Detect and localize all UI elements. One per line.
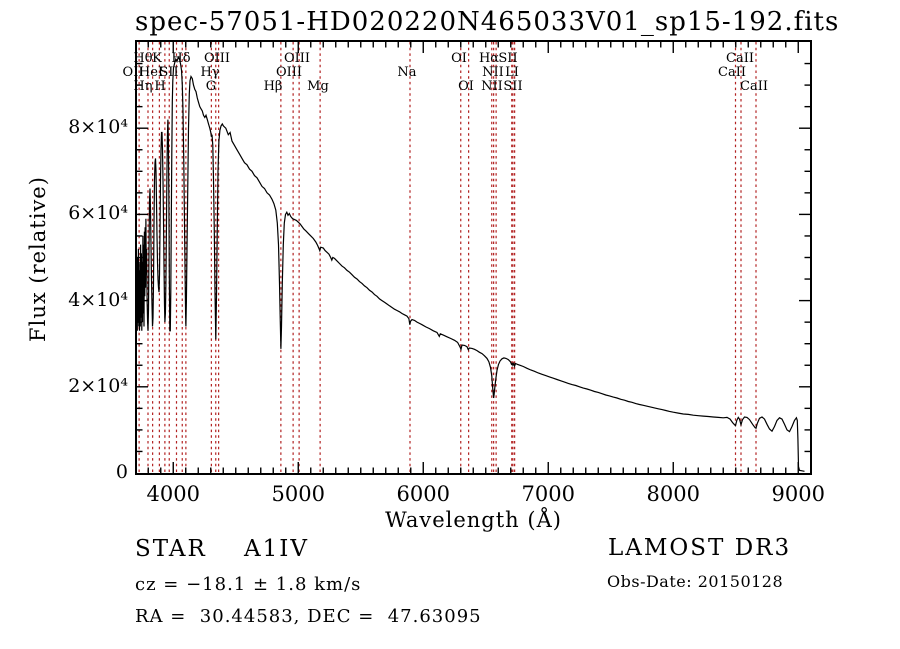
plot-area: Hθ K Hδ OIII OIII OI Hα SII CaII OII HeI SII Hγ OIII N… (123, 40, 812, 475)
ra-dec-text: RA = 30.44583, DEC = 47.63095 (135, 606, 482, 627)
spectral-line-labels: Hθ K Hδ OIII OIII OI Hα SII CaII OII HeI SII Hγ OIII N… (123, 42, 810, 473)
spectral-line-label: CaII (726, 51, 754, 66)
y-tick-label: 4×10⁴ (68, 288, 128, 311)
spectral-line-label: K (152, 51, 162, 66)
spectrum-layer (137, 42, 810, 473)
y-tick-label: 6×10⁴ (68, 202, 128, 225)
spectral-line-label: LI (505, 65, 519, 80)
y-tick-label: 2×10⁴ (68, 374, 128, 397)
spectrum-trace (137, 55, 805, 472)
classification-text: STAR A1IV (135, 536, 309, 562)
spectral-line-label: Hη (133, 79, 153, 94)
spectral-line-label: Na (397, 65, 417, 80)
x-tick-label: 4000 (146, 482, 200, 506)
line-marker-layer (138, 42, 757, 473)
spectral-line-label: OIII (283, 51, 311, 66)
spectral-line-label: Mg (307, 79, 329, 94)
spectral-line-label: NII (482, 65, 504, 80)
y-axis-title: Flux (relative) (26, 176, 50, 342)
spectral-line-label: Hθ (133, 51, 153, 66)
spectral-line-label: NII (481, 79, 503, 94)
spectral-line-label: OII (122, 65, 144, 80)
spectral-line-label: G (205, 79, 217, 94)
x-tick-label: 8000 (646, 482, 700, 506)
spectral-line-label: Hδ (171, 51, 191, 66)
spectral-line-label: H (154, 79, 166, 94)
figure-title: spec-57051-HD020220N465033V01_sp15-192.f… (135, 7, 840, 37)
survey-text: LAMOST DR3 (608, 535, 792, 561)
spectral-line-label: Hα (478, 51, 500, 66)
spectral-line-label: SII (498, 51, 518, 66)
x-tick-label: 6000 (396, 482, 450, 506)
spectral-line-label: OIII (275, 65, 303, 80)
y-tick-label: 0 (115, 461, 128, 483)
spectral-line-label: SII (503, 79, 523, 94)
spectral-line-label: CaII (740, 79, 768, 94)
spectral-line-label: OI (458, 79, 474, 94)
x-axis-title: Wavelength (Å) (385, 508, 562, 532)
x-tick-label: 9000 (771, 482, 825, 506)
spectral-line-label: OI (451, 51, 467, 66)
spectral-line-label: Hγ (200, 65, 220, 80)
y-tick-label: 8×10⁴ (68, 116, 128, 139)
spectral-line-label: CaII (718, 65, 746, 80)
x-tick-label: 7000 (521, 482, 575, 506)
spectral-line-label: HeI (138, 65, 164, 80)
x-tick-label: 5000 (271, 482, 325, 506)
spectral-line-label: OIII (203, 51, 231, 66)
spectral-line-label: Hβ (263, 79, 283, 94)
cz-text: cz = −18.1 ± 1.8 km/s (135, 574, 362, 595)
obs-date-text: Obs-Date: 20150128 (607, 572, 784, 591)
